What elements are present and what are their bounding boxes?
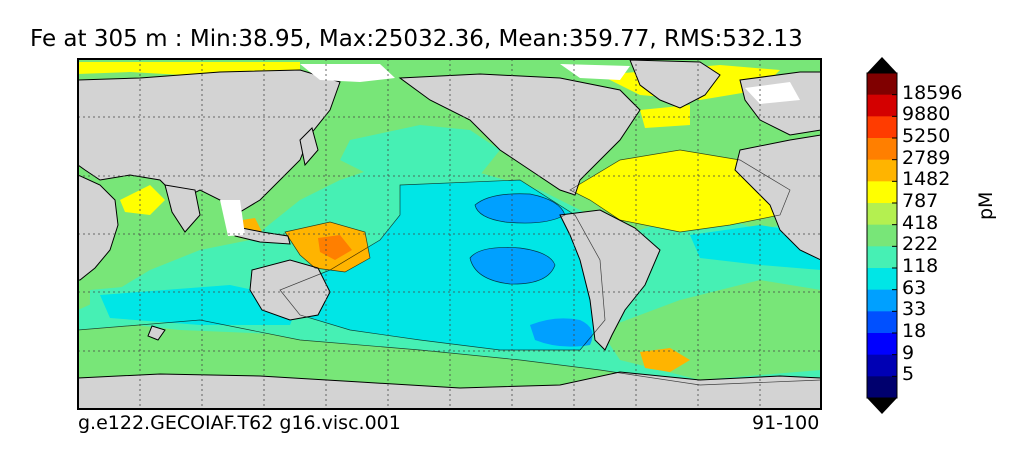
colorbar-swatch: [867, 289, 897, 312]
colorbar-swatch: [867, 224, 897, 247]
contour-band-1482: [640, 348, 690, 372]
years-label: 91-100: [752, 412, 820, 434]
colorbar-tick-label: 18596: [902, 81, 963, 104]
colorbar-swatch: [867, 73, 897, 96]
colorbar-swatch: [867, 159, 897, 182]
land-eurasia: [78, 69, 341, 216]
colorbar-tick-label: 1482: [902, 168, 951, 191]
land-greenland: [629, 59, 721, 109]
map-title: Fe at 305 m : Min:38.95, Max:25032.36, M…: [30, 26, 803, 52]
colorbar: [866, 57, 898, 414]
colorbar-tick-label: 222: [902, 233, 939, 256]
colorbar-tick-label: 787: [902, 190, 939, 212]
map-frame: [77, 58, 822, 410]
colorbar-under-arrow: [867, 398, 897, 414]
colorbar-tick-label: 33: [902, 298, 927, 321]
land-africa-east: [734, 134, 821, 261]
contour-band-787: [640, 105, 690, 128]
contour-band-63: [100, 285, 300, 325]
colorbar-swatch: [867, 246, 897, 269]
colorbar-tick-label: 418: [902, 211, 939, 234]
land-south-america: [559, 209, 661, 351]
colorbar-swatch: [867, 268, 897, 291]
land-indonesia: [231, 225, 291, 245]
sea-ice: [220, 64, 800, 236]
colorbar-tick-label: 5: [902, 363, 915, 386]
colorbar-swatch: [867, 376, 897, 399]
colorbar-units-label: pM: [975, 191, 997, 220]
land-japan: [299, 127, 319, 167]
colorbar-swatch: [867, 138, 897, 161]
colorbar-tick-label: 5250: [902, 125, 951, 147]
colorbar-swatch: [867, 94, 897, 117]
colorbar-swatch: [867, 116, 897, 139]
colorbar-tick-label: 118: [902, 255, 939, 277]
colorbar-over-arrow: [867, 57, 897, 73]
land-new-zealand: [147, 325, 166, 341]
contour-lines: [78, 149, 821, 386]
colorbar-tick-label: 9880: [902, 103, 951, 126]
colorbar-tick-label: 18: [902, 320, 927, 342]
colorbar-swatch: [867, 354, 897, 377]
contour-band-33: [475, 193, 565, 224]
contour-band-33: [470, 247, 555, 285]
contour-band-2789: [318, 235, 352, 260]
colorbar-swatch: [867, 203, 897, 226]
colorbar-tick-label: 63: [902, 276, 927, 299]
colorbar-swatch: [867, 333, 897, 356]
colorbar-swatch: [867, 311, 897, 334]
colorbar-tick-label: 2789: [902, 146, 951, 169]
contour-band-33: [530, 318, 593, 347]
colorbar-tick-label: 9: [902, 341, 915, 364]
colorbar-frame: [866, 72, 898, 399]
land-india: [164, 184, 201, 233]
contour-band-787: [120, 185, 165, 215]
run-name-label: g.e122.GECOIAF.T62 g16.visc.001: [78, 412, 401, 434]
land-australia: [249, 259, 331, 321]
colorbar-swatch: [867, 181, 897, 204]
graticule: [78, 59, 821, 409]
ocean-field: [78, 59, 821, 409]
contour-band-118: [340, 125, 500, 180]
land-north-america: [398, 73, 641, 196]
